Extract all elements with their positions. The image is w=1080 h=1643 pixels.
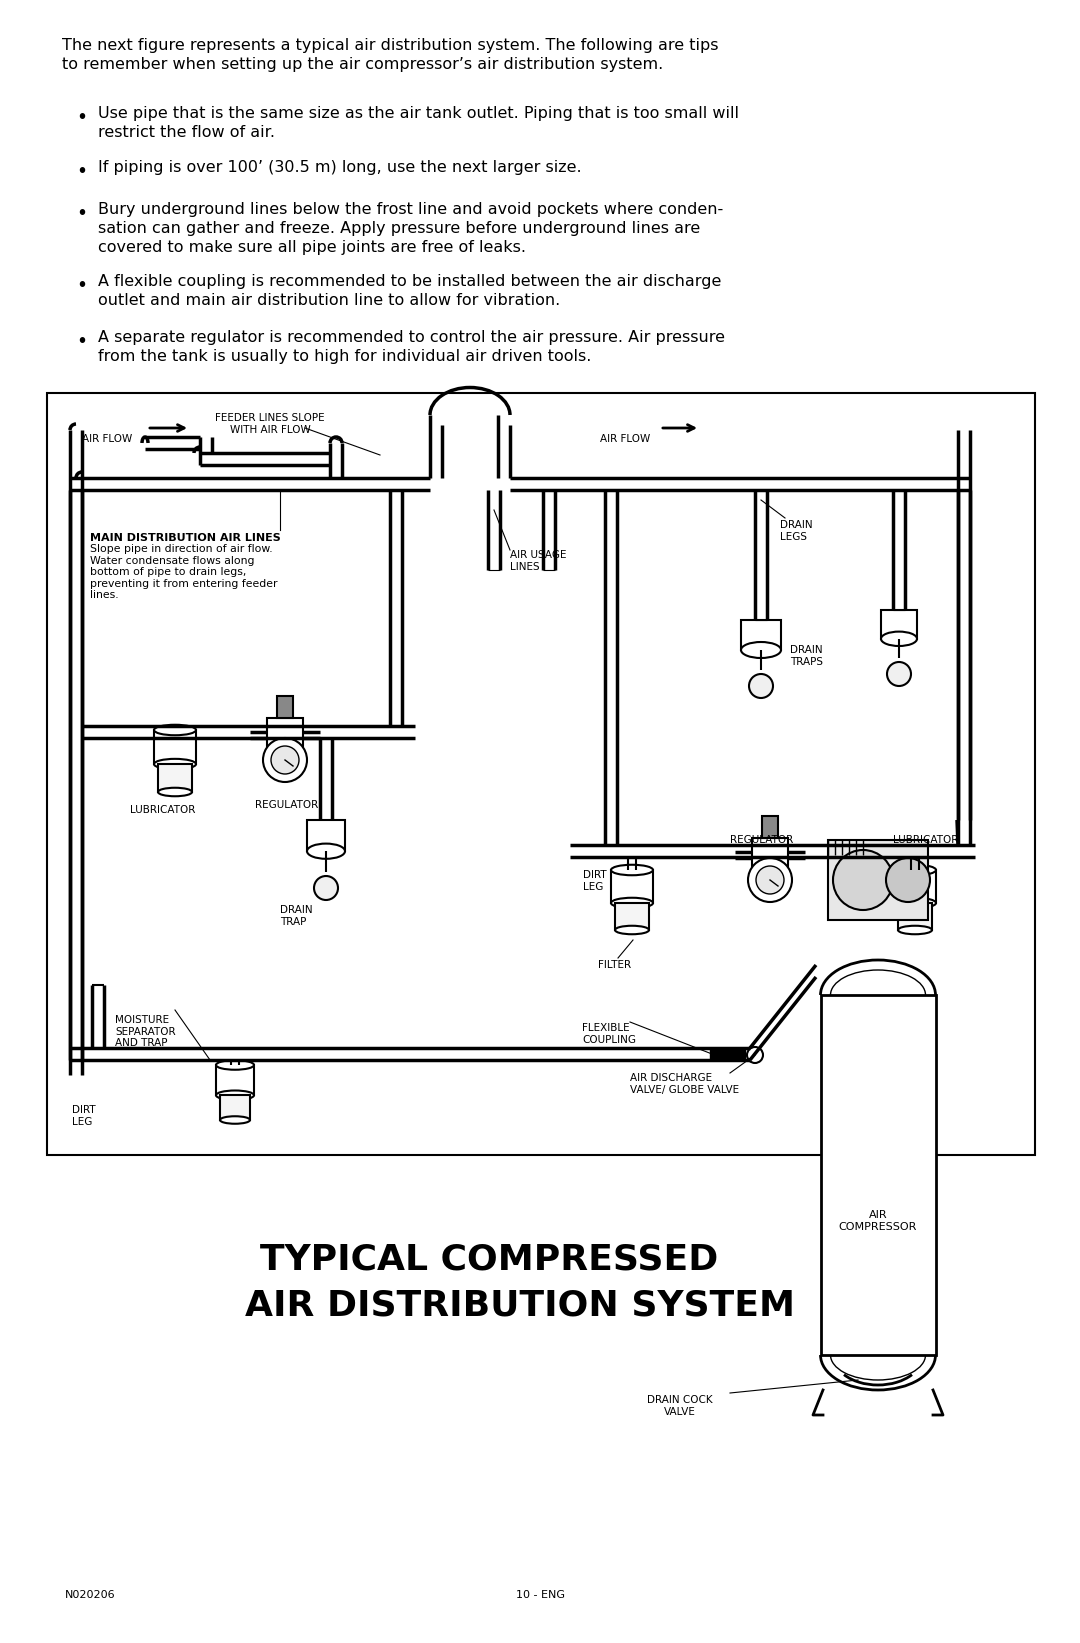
Text: Use pipe that is the same size as the air tank outlet. Piping that is too small : Use pipe that is the same size as the ai…: [98, 107, 739, 140]
Circle shape: [748, 858, 792, 902]
Ellipse shape: [154, 759, 195, 769]
Bar: [741, 619, 781, 651]
Circle shape: [271, 746, 299, 774]
Text: DIRT
LEG: DIRT LEG: [72, 1106, 96, 1127]
Ellipse shape: [307, 843, 345, 859]
Circle shape: [264, 738, 307, 782]
Text: •: •: [77, 163, 87, 181]
Ellipse shape: [158, 787, 192, 797]
Text: AIR DISTRIBUTION SYSTEM: AIR DISTRIBUTION SYSTEM: [245, 1288, 795, 1323]
Ellipse shape: [615, 925, 649, 935]
Text: •: •: [77, 332, 87, 352]
Circle shape: [887, 662, 912, 687]
Text: 10 - ENG: 10 - ENG: [515, 1590, 565, 1600]
Bar: [220, 1096, 249, 1121]
Text: DRAIN
TRAP: DRAIN TRAP: [280, 905, 312, 927]
Bar: [615, 904, 649, 930]
Text: AIR
COMPRESSOR: AIR COMPRESSOR: [839, 1209, 917, 1232]
Bar: [881, 610, 917, 639]
Ellipse shape: [741, 642, 781, 657]
Text: Slope pipe in direction of air flow.
Water condensate flows along
bottom of pipe: Slope pipe in direction of air flow. Wat…: [90, 544, 278, 600]
Text: AIR FLOW: AIR FLOW: [82, 434, 132, 444]
Ellipse shape: [154, 725, 195, 736]
Ellipse shape: [220, 1116, 249, 1124]
Text: The next figure represents a typical air distribution system. The following are : The next figure represents a typical air…: [62, 38, 718, 72]
Text: AIR FLOW: AIR FLOW: [600, 434, 650, 444]
Text: N020206: N020206: [65, 1590, 116, 1600]
Ellipse shape: [216, 1060, 254, 1070]
Text: REGULATOR: REGULATOR: [255, 800, 319, 810]
Text: DIRT
LEG: DIRT LEG: [583, 871, 607, 892]
Text: MOISTURE
SEPARATOR
AND TRAP: MOISTURE SEPARATOR AND TRAP: [114, 1015, 176, 1048]
Bar: [752, 838, 788, 866]
Text: A flexible coupling is recommended to be installed between the air discharge
out: A flexible coupling is recommended to be…: [98, 274, 721, 309]
Text: DRAIN
LEGS: DRAIN LEGS: [780, 519, 812, 542]
Text: FLEXIBLE
COUPLING: FLEXIBLE COUPLING: [582, 1024, 636, 1045]
Text: MAIN DISTRIBUTION AIR LINES: MAIN DISTRIBUTION AIR LINES: [90, 532, 281, 542]
Bar: [821, 996, 936, 1355]
Bar: [267, 718, 303, 746]
Bar: [276, 697, 293, 718]
Bar: [897, 904, 932, 930]
Bar: [307, 820, 345, 851]
Ellipse shape: [894, 864, 936, 876]
Ellipse shape: [881, 631, 917, 646]
Ellipse shape: [611, 864, 653, 876]
Bar: [216, 1065, 254, 1096]
Text: REGULATOR: REGULATOR: [730, 835, 793, 845]
Text: A separate regulator is recommended to control the air pressure. Air pressure
fr: A separate regulator is recommended to c…: [98, 330, 725, 365]
Ellipse shape: [216, 1091, 254, 1101]
Text: FILTER: FILTER: [598, 960, 631, 969]
Circle shape: [886, 858, 930, 902]
Bar: [710, 1048, 745, 1060]
Circle shape: [314, 876, 338, 900]
Text: •: •: [77, 108, 87, 127]
Text: •: •: [77, 276, 87, 296]
Text: •: •: [77, 204, 87, 223]
Bar: [48, 393, 1035, 1155]
Ellipse shape: [897, 925, 932, 935]
Bar: [158, 764, 192, 792]
Text: LUBRICATOR: LUBRICATOR: [130, 805, 195, 815]
Circle shape: [833, 849, 893, 910]
Circle shape: [747, 1047, 762, 1063]
Text: DRAIN COCK
VALVE: DRAIN COCK VALVE: [647, 1395, 713, 1416]
Text: If piping is over 100’ (30.5 m) long, use the next larger size.: If piping is over 100’ (30.5 m) long, us…: [98, 159, 582, 176]
Text: DRAIN
TRAPS: DRAIN TRAPS: [789, 646, 823, 667]
Bar: [828, 840, 928, 920]
Text: AIR USAGE
LINES: AIR USAGE LINES: [510, 550, 567, 572]
Text: FEEDER LINES SLOPE
WITH AIR FLOW: FEEDER LINES SLOPE WITH AIR FLOW: [215, 412, 325, 435]
Circle shape: [750, 674, 773, 698]
Ellipse shape: [611, 897, 653, 909]
Bar: [154, 729, 195, 764]
Text: TYPICAL COMPRESSED: TYPICAL COMPRESSED: [260, 1244, 718, 1277]
Circle shape: [756, 866, 784, 894]
Ellipse shape: [894, 897, 936, 909]
Bar: [894, 871, 936, 904]
Bar: [611, 871, 653, 904]
Bar: [762, 817, 778, 838]
Text: AIR DISCHARGE
VALVE/ GLOBE VALVE: AIR DISCHARGE VALVE/ GLOBE VALVE: [630, 1073, 739, 1094]
Text: LUBRICATOR: LUBRICATOR: [893, 835, 958, 845]
Text: Bury underground lines below the frost line and avoid pockets where conden-
sati: Bury underground lines below the frost l…: [98, 202, 724, 255]
